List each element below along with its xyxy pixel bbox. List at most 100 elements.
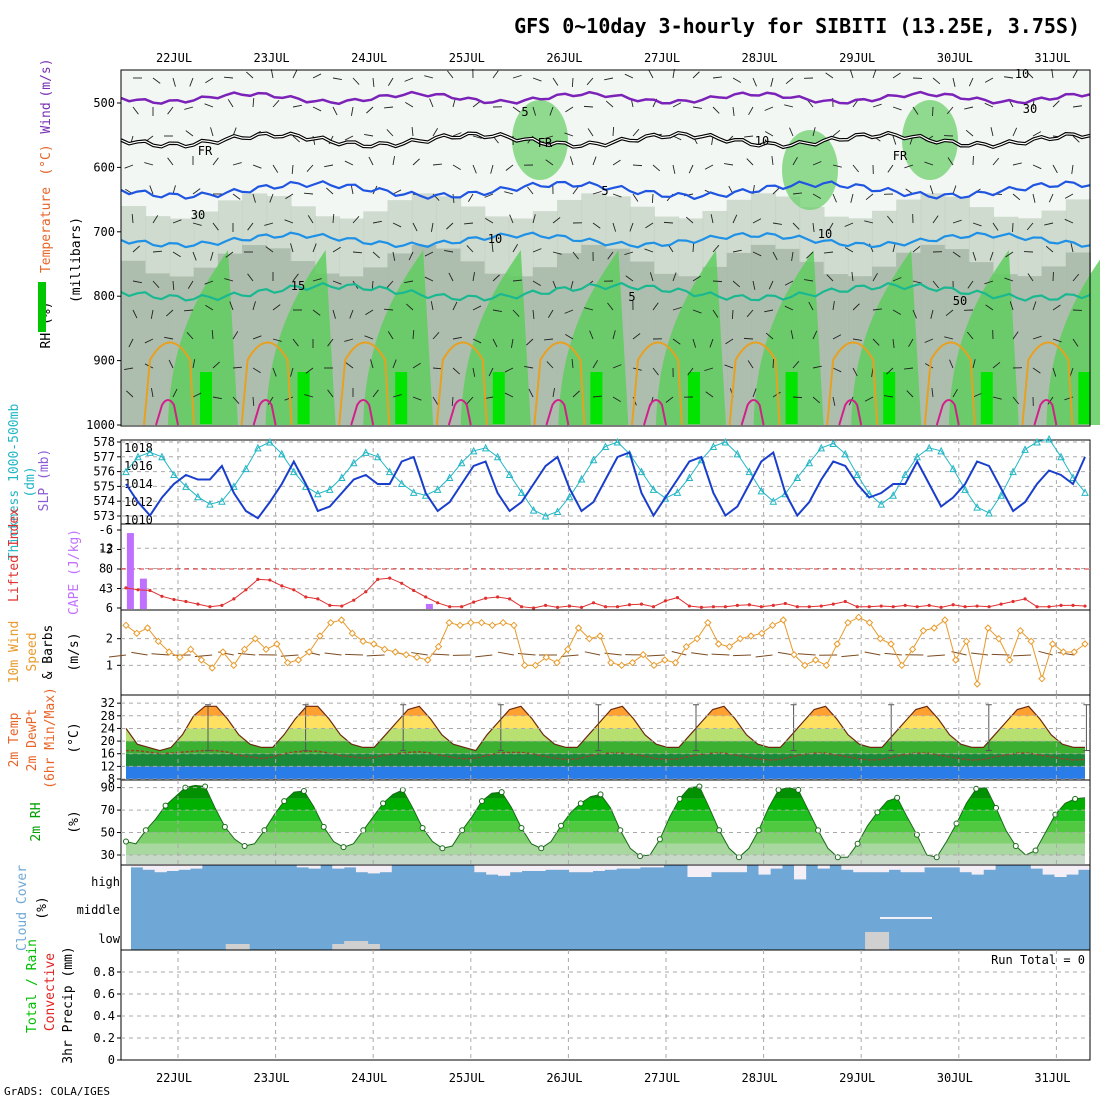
wind-barb — [327, 338, 334, 347]
wind-barb — [725, 338, 734, 345]
wind10m-point — [283, 658, 292, 667]
thickness-point — [673, 488, 682, 496]
wind10m-barb — [971, 652, 989, 656]
wind-barb — [605, 100, 614, 108]
thickness-line — [125, 438, 1086, 517]
wind-barb — [990, 127, 994, 137]
wind10m-point — [790, 650, 798, 659]
rh2m-point — [478, 798, 485, 805]
thickness-point — [829, 439, 838, 447]
wind10m-barb — [1038, 650, 1053, 656]
wind-barb — [272, 338, 282, 342]
wind-barb — [189, 77, 194, 87]
wind-barb — [232, 331, 239, 340]
high-cloud-gap — [474, 865, 487, 873]
wind-barb — [432, 396, 439, 405]
wind-barb — [892, 338, 895, 348]
wind-unit-label: (m/s) — [39, 58, 54, 97]
wind-barb — [825, 72, 834, 79]
grid-vertical — [177, 780, 1057, 865]
rh2m-point — [874, 809, 881, 816]
lifted-index-point — [639, 602, 644, 606]
rh2m-point — [854, 840, 861, 847]
wind-barb — [332, 280, 342, 285]
rh-band — [126, 785, 1085, 799]
wind10m-point — [424, 656, 432, 664]
wind10m-point — [348, 629, 356, 638]
high-cloud-gap — [166, 865, 179, 871]
wind10m-barbs-label: & Barbs — [41, 625, 56, 680]
wind-barb — [1051, 69, 1054, 79]
wind-barb — [269, 193, 274, 203]
lifted-index-point — [148, 588, 152, 593]
wind-barb — [992, 222, 999, 231]
rh2m-point — [162, 802, 169, 809]
wind-barb — [210, 251, 214, 261]
lifted-index-point — [555, 605, 560, 609]
isotherm-20 — [338, 341, 391, 426]
dewpt-axis-label: 2m DewPt — [25, 709, 40, 772]
wind-barb — [624, 251, 634, 256]
wind-barb — [672, 69, 675, 79]
wind-barb — [1071, 164, 1074, 174]
wind-barb — [972, 222, 982, 227]
lifted-index-tick-label: 0 — [106, 562, 113, 576]
wind-barb — [211, 329, 214, 340]
wind-barb — [966, 331, 974, 340]
wind-barb — [732, 280, 741, 288]
wind-barb — [1004, 76, 1014, 79]
wind-barb — [924, 161, 934, 166]
wind-barb — [164, 336, 174, 340]
wind-barb — [1069, 367, 1074, 377]
high-cloud-gap — [947, 865, 961, 868]
lifted-index-point — [675, 596, 680, 600]
lifted-index-point — [280, 584, 284, 588]
wind-barb — [386, 280, 394, 288]
wind-barb — [752, 251, 762, 257]
wind10m-barb — [884, 652, 902, 656]
rh-saturated-column — [297, 372, 310, 424]
wind10m-point — [876, 634, 884, 643]
wind-barb — [406, 303, 414, 311]
thickness-axis-label: Thickness 1000-500mb — [7, 404, 22, 561]
wind-barb — [392, 189, 402, 195]
high-cloud-gap — [367, 865, 380, 874]
date-label-top: 28JUL — [742, 51, 778, 65]
wind10m-point — [230, 661, 238, 670]
wind10m-point — [693, 634, 701, 643]
wind10m-point — [542, 653, 550, 662]
wind-barb — [886, 215, 894, 224]
wind10m-point — [380, 645, 389, 654]
wind-barb — [549, 106, 554, 116]
wind-barb — [430, 222, 434, 232]
thickness-point — [877, 500, 886, 508]
lifted-index-point — [879, 604, 883, 608]
wind10m-barb — [131, 651, 148, 656]
lifted-index-point — [975, 604, 979, 608]
wind-barb — [1072, 105, 1082, 108]
pressure-tick-label: 900 — [93, 354, 115, 368]
wind-barb — [592, 360, 599, 369]
lifted-index-point — [232, 597, 236, 601]
wind-barb — [812, 396, 821, 404]
high-cloud-gap — [1078, 865, 1091, 870]
thickness-point — [721, 437, 730, 446]
cape-li-frame — [120, 523, 1091, 611]
rh2m-point — [696, 783, 703, 790]
lifted-index-point — [531, 606, 536, 610]
rh-saturated-column — [200, 372, 212, 424]
isotherm-25 — [643, 399, 667, 426]
lifted-index-point — [819, 604, 823, 608]
high-cloud-gap — [711, 865, 724, 873]
wind-barb — [672, 135, 682, 141]
wind-barb — [332, 213, 335, 224]
wind-barb — [644, 248, 654, 253]
wind10m-point — [1038, 674, 1046, 683]
wind10m-point — [251, 634, 260, 643]
wind-barb — [828, 222, 834, 232]
precip-tick-label: 0.6 — [93, 987, 115, 1001]
wind10m-speed-label: Speed — [25, 632, 40, 671]
wind-barb — [532, 214, 536, 224]
temp-tick-label: 24 — [101, 721, 115, 735]
thickness-point — [889, 491, 898, 499]
